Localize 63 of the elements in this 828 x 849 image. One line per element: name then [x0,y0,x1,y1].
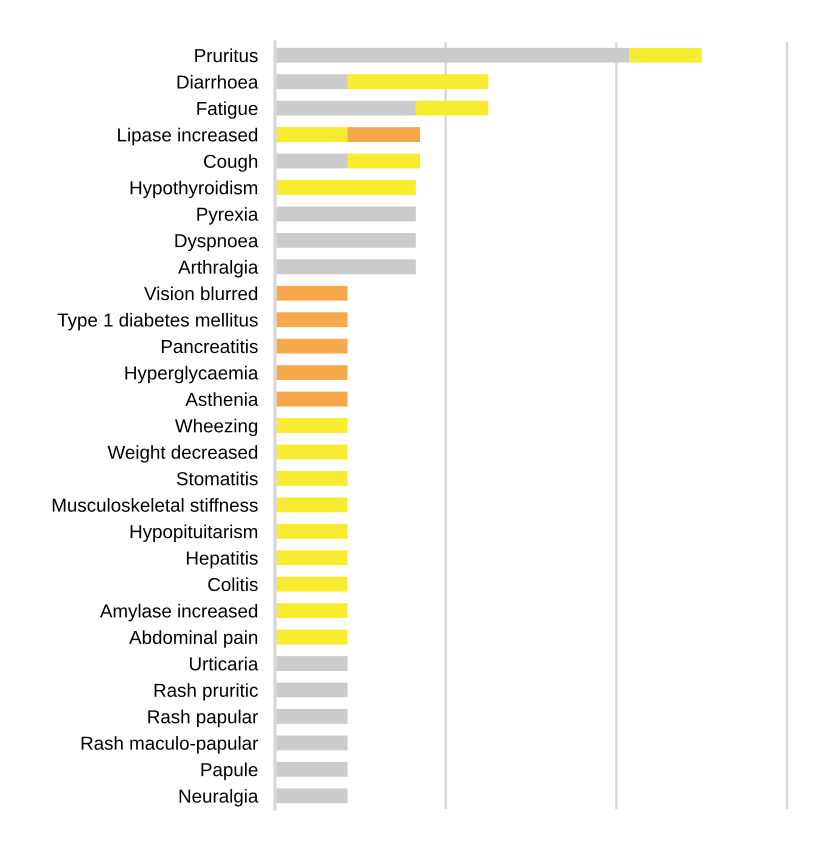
bar [275,444,348,460]
bar [275,788,348,804]
bar [275,576,348,592]
y-tick-label: Hyperglycaemia [125,366,258,384]
y-tick-label: Hypothyroidism [130,180,258,198]
bar [348,74,488,90]
bar [275,630,348,644]
y-tick-label: Neuralgia [180,788,258,806]
y-tick-label: Rash pruritic [154,683,258,701]
bar [348,154,420,168]
bar [275,74,348,90]
bar [275,127,348,142]
bar [275,259,416,274]
bar [275,709,348,724]
bar [275,656,348,671]
y-tick-label: Musculoskeletal stiffness [52,498,258,512]
y-tick-label: Stomatitis [176,472,258,486]
bar [275,154,348,168]
bar [275,682,348,698]
y-tick-label: Pruritus [195,48,258,62]
bar [275,524,348,539]
y-tick-label: Type 1 diabetes mellitus [58,312,258,330]
bar [275,206,416,222]
y-tick-label: Urticaria [190,656,258,671]
y-tick-label: Rash papular [148,710,258,728]
y-tick-label: Pancreatitis [162,339,258,354]
bar [275,762,348,777]
bar [348,127,420,142]
bar [416,100,488,116]
y-tick-label: Diarrhoea [178,74,258,89]
bar [275,550,348,566]
y-tick-label: Lipase increased [118,128,258,146]
y-tick-label: Papule [201,762,258,780]
y-tick-label: Fatigue [197,101,258,119]
y-tick-label: Pyrexia [197,207,258,225]
bar [275,418,348,433]
bar [275,497,348,512]
y-tick-label: Dyspnoea [175,234,258,252]
bar [275,365,348,380]
y-tick-label: Arthralgia [178,260,258,278]
y-tick-label: Asthenia [185,392,258,406]
y-tick-label: Cough [204,154,258,172]
bar [275,312,348,328]
y-tick-label: Amylase increased [100,604,258,622]
y-tick-label: Vision blurred [144,286,258,300]
bar [275,100,416,116]
y-tick-label: Hepatitis [186,550,258,568]
bar [275,232,416,248]
bar [275,180,416,195]
bar [275,48,630,63]
y-tick-label: Wheezing [175,418,258,436]
bar [275,603,348,618]
bar [629,48,702,63]
bar [275,735,348,750]
y-tick-label: Weight decreased [108,445,258,463]
bar [275,286,348,301]
bar [275,392,348,406]
bar [275,470,348,486]
y-tick-label: Abdominal pain [129,630,258,648]
bar [275,338,348,354]
y-tick-label: Rash maculo-papular [82,736,258,754]
y-tick-label: Colitis [208,577,258,592]
y-tick-label: Hypopituitarism [130,524,258,542]
